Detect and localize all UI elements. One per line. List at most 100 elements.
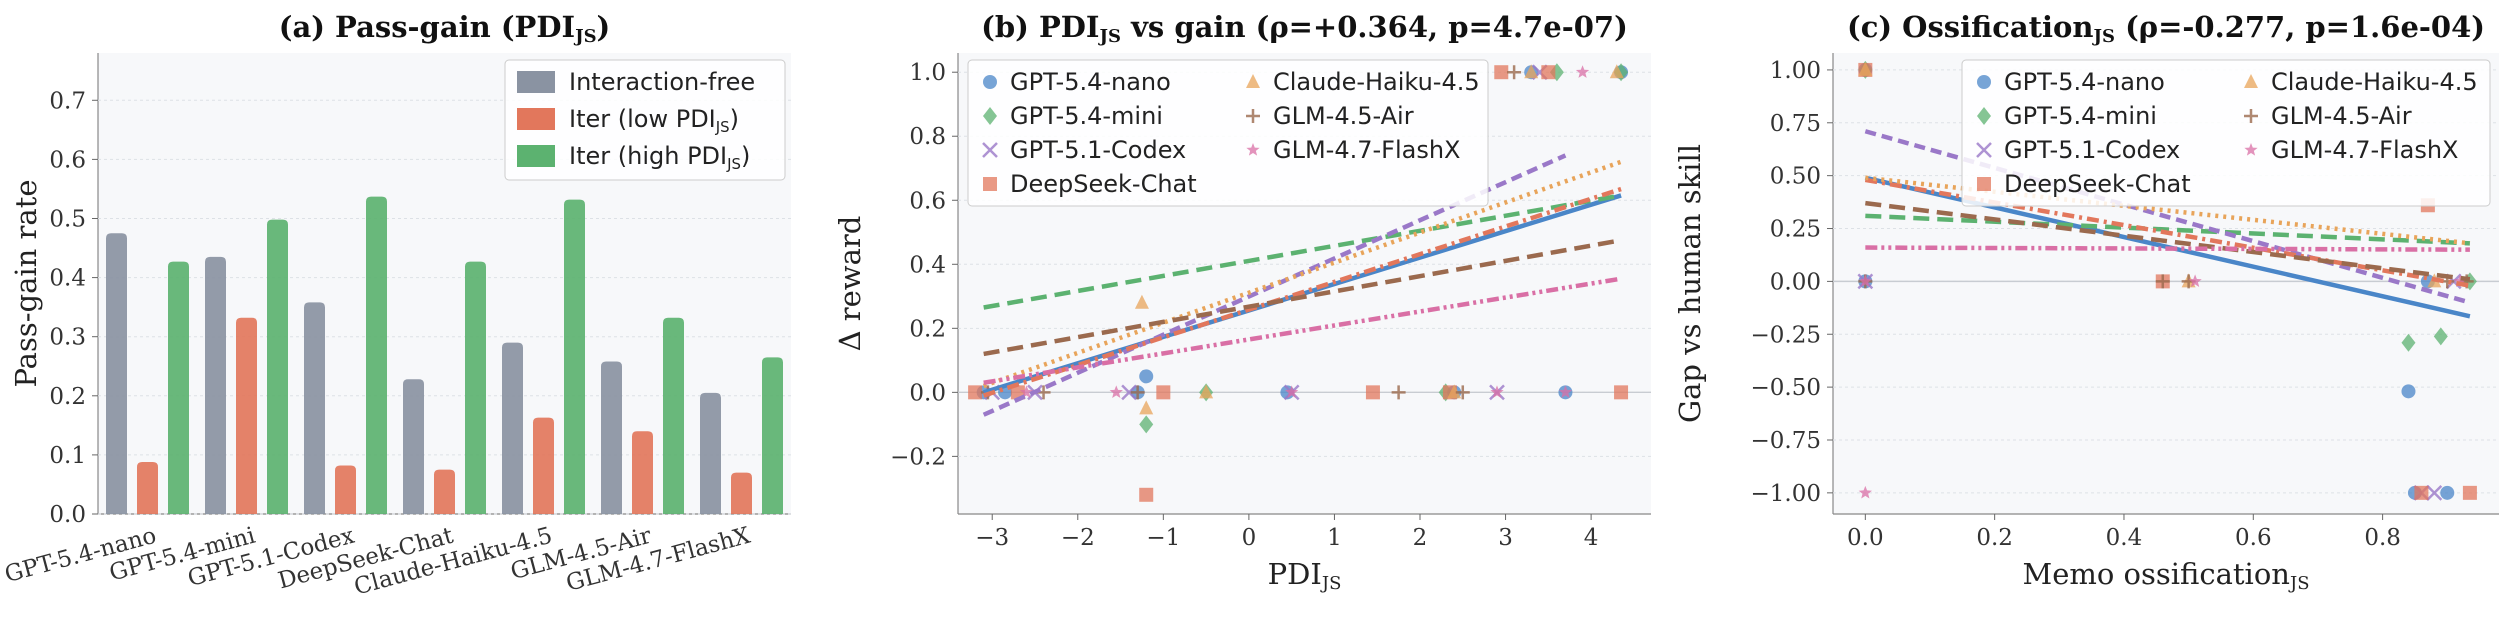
chart-a-title-main: (a) Pass-gain (PDI: [279, 10, 575, 44]
x-tick-label: 2: [1413, 525, 1428, 551]
bar: [465, 261, 486, 514]
legend-label: Claude-Haiku-4.5: [1273, 68, 1480, 96]
legend-label-sub: JS: [715, 118, 730, 136]
y-tick-label: 0.00: [1770, 269, 1821, 295]
bar: [304, 302, 325, 514]
bar: [762, 357, 783, 514]
y-tick-label: −0.2: [890, 444, 946, 470]
legend-label: GLM-4.5-Air: [2271, 102, 2412, 130]
bar: [601, 361, 622, 514]
legend-label: Iter (high PDIJS): [569, 142, 750, 173]
data-point: [1139, 369, 1154, 384]
chart-c-title: (c) OssificationJS (ρ=-0.277, p=1.6e-04): [1847, 10, 2485, 47]
y-tick-label: 0.50: [1770, 164, 1821, 190]
legend-label-suffix: ): [730, 105, 739, 133]
data-point: [1391, 385, 1406, 400]
data-point: [1858, 485, 1872, 499]
y-tick-label: 0.2: [909, 316, 946, 342]
y-tick-label: 0.3: [49, 325, 86, 351]
legend-swatch: [517, 145, 555, 167]
chart-b-title-sub: JS: [1098, 26, 1121, 47]
x-tick-label: −3: [975, 525, 1009, 551]
bar: [434, 469, 455, 514]
data-point: [1139, 487, 1154, 502]
x-axis-label-main: Memo ossification: [2023, 557, 2290, 591]
bar: [403, 379, 424, 514]
chart-c: −1.00 −0.75 −0.50 −0.25 0.00 0.25 0.50 0.75 1.00…: [1673, 10, 2499, 594]
legend-marker: [2244, 109, 2258, 123]
x-tick-label: −1: [1146, 525, 1180, 551]
data-point: [1524, 64, 1539, 79]
data-point: [1490, 385, 1504, 399]
legend-marker: [2244, 143, 2258, 156]
legend-label: GPT-5.4-nano: [2004, 68, 2165, 96]
data-point: [1139, 400, 1154, 415]
y-tick-label: 0.7: [49, 88, 86, 114]
data-point: [2401, 333, 2416, 352]
chart-a-title-sub: JS: [573, 26, 596, 47]
legend-label: GPT-5.4-nano: [1010, 68, 1171, 96]
y-axis-label: Pass-gain rate: [9, 179, 43, 387]
bar: [267, 219, 288, 514]
fit-line: [982, 159, 1622, 389]
data-point: [2433, 327, 2448, 346]
chart-c-title-main: (c) Ossification: [1847, 10, 2094, 44]
data-point: [1121, 384, 1137, 401]
x-tick-label: 0.8: [2364, 525, 2401, 551]
legend-label: Interaction-free: [569, 68, 755, 96]
y-tick-label: 0.25: [1770, 217, 1821, 243]
bar: [700, 392, 721, 514]
y-tick-label: 1.00: [1770, 58, 1821, 84]
data-point: [1858, 61, 1873, 76]
data-point: [2440, 485, 2455, 500]
y-tick-label: 0.0: [909, 380, 946, 406]
bar: [731, 472, 752, 514]
data-point: [1365, 385, 1380, 400]
y-tick-label: 0.5: [49, 206, 86, 232]
legend-label: DeepSeek-Chat: [1010, 170, 1197, 198]
legend: GPT-5.4-nano GPT-5.4-mini GPT-5.1-Codex Dee…: [967, 59, 1489, 207]
data-point: [1447, 384, 1462, 399]
data-point: [1109, 385, 1123, 399]
legend-label-main: Interaction-free: [569, 68, 755, 96]
data-point: [1558, 385, 1573, 399]
data-point: [1575, 65, 1590, 78]
y-tick-label: 0.2: [49, 384, 86, 410]
legend-label: GLM-4.7-FlashX: [1273, 136, 1461, 164]
data-point: [2188, 274, 2202, 288]
x-axis-label-sub: JS: [2288, 573, 2310, 594]
x-tick-label: 0.6: [2235, 525, 2272, 551]
legend-swatch: [517, 71, 555, 93]
legend-marker: [983, 177, 997, 191]
x-tick-label: 4: [1584, 525, 1599, 551]
y-tick-label: −1.00: [1751, 481, 1821, 507]
legend-label: GPT-5.4-mini: [2004, 102, 2157, 130]
data-point: [1541, 65, 1556, 80]
bar: [533, 417, 554, 514]
data-point: [1507, 65, 1522, 80]
data-point: [1199, 384, 1214, 399]
chart-b-title-suffix: vs gain (ρ=+0.364, p=4.7e-07): [1121, 10, 1628, 44]
legend-label: GPT-5.1-Codex: [2004, 136, 2180, 164]
y-tick-label: 1.0: [909, 60, 946, 86]
chart-b-title: (b) PDIJS vs gain (ρ=+0.364, p=4.7e-07): [981, 10, 1628, 47]
data-point: [968, 385, 983, 400]
y-tick-label: 0.0: [49, 502, 86, 528]
bar: [564, 199, 585, 515]
data-point: [2453, 274, 2467, 288]
y-tick-label: −0.50: [1751, 375, 1821, 401]
fit-line: [1865, 213, 2471, 246]
legend-marker: [982, 142, 998, 158]
legend-label: Claude-Haiku-4.5: [2271, 68, 2478, 96]
y-tick-label: 0.6: [49, 147, 86, 173]
data-point: [2401, 384, 2416, 399]
bar: [168, 261, 189, 514]
x-tick-label: −2: [1061, 525, 1095, 551]
legend-marker: [2244, 74, 2258, 88]
x-tick-label: 1: [1327, 525, 1342, 551]
x-tick-label: 0.0: [1847, 525, 1884, 551]
x-tick-label: 0: [1242, 525, 1257, 551]
y-tick-label: 0.1: [49, 443, 86, 469]
chart-a: 0.00.10.20.30.40.50.60.7GPT-5.4-nanoGPT-…: [2, 10, 791, 601]
